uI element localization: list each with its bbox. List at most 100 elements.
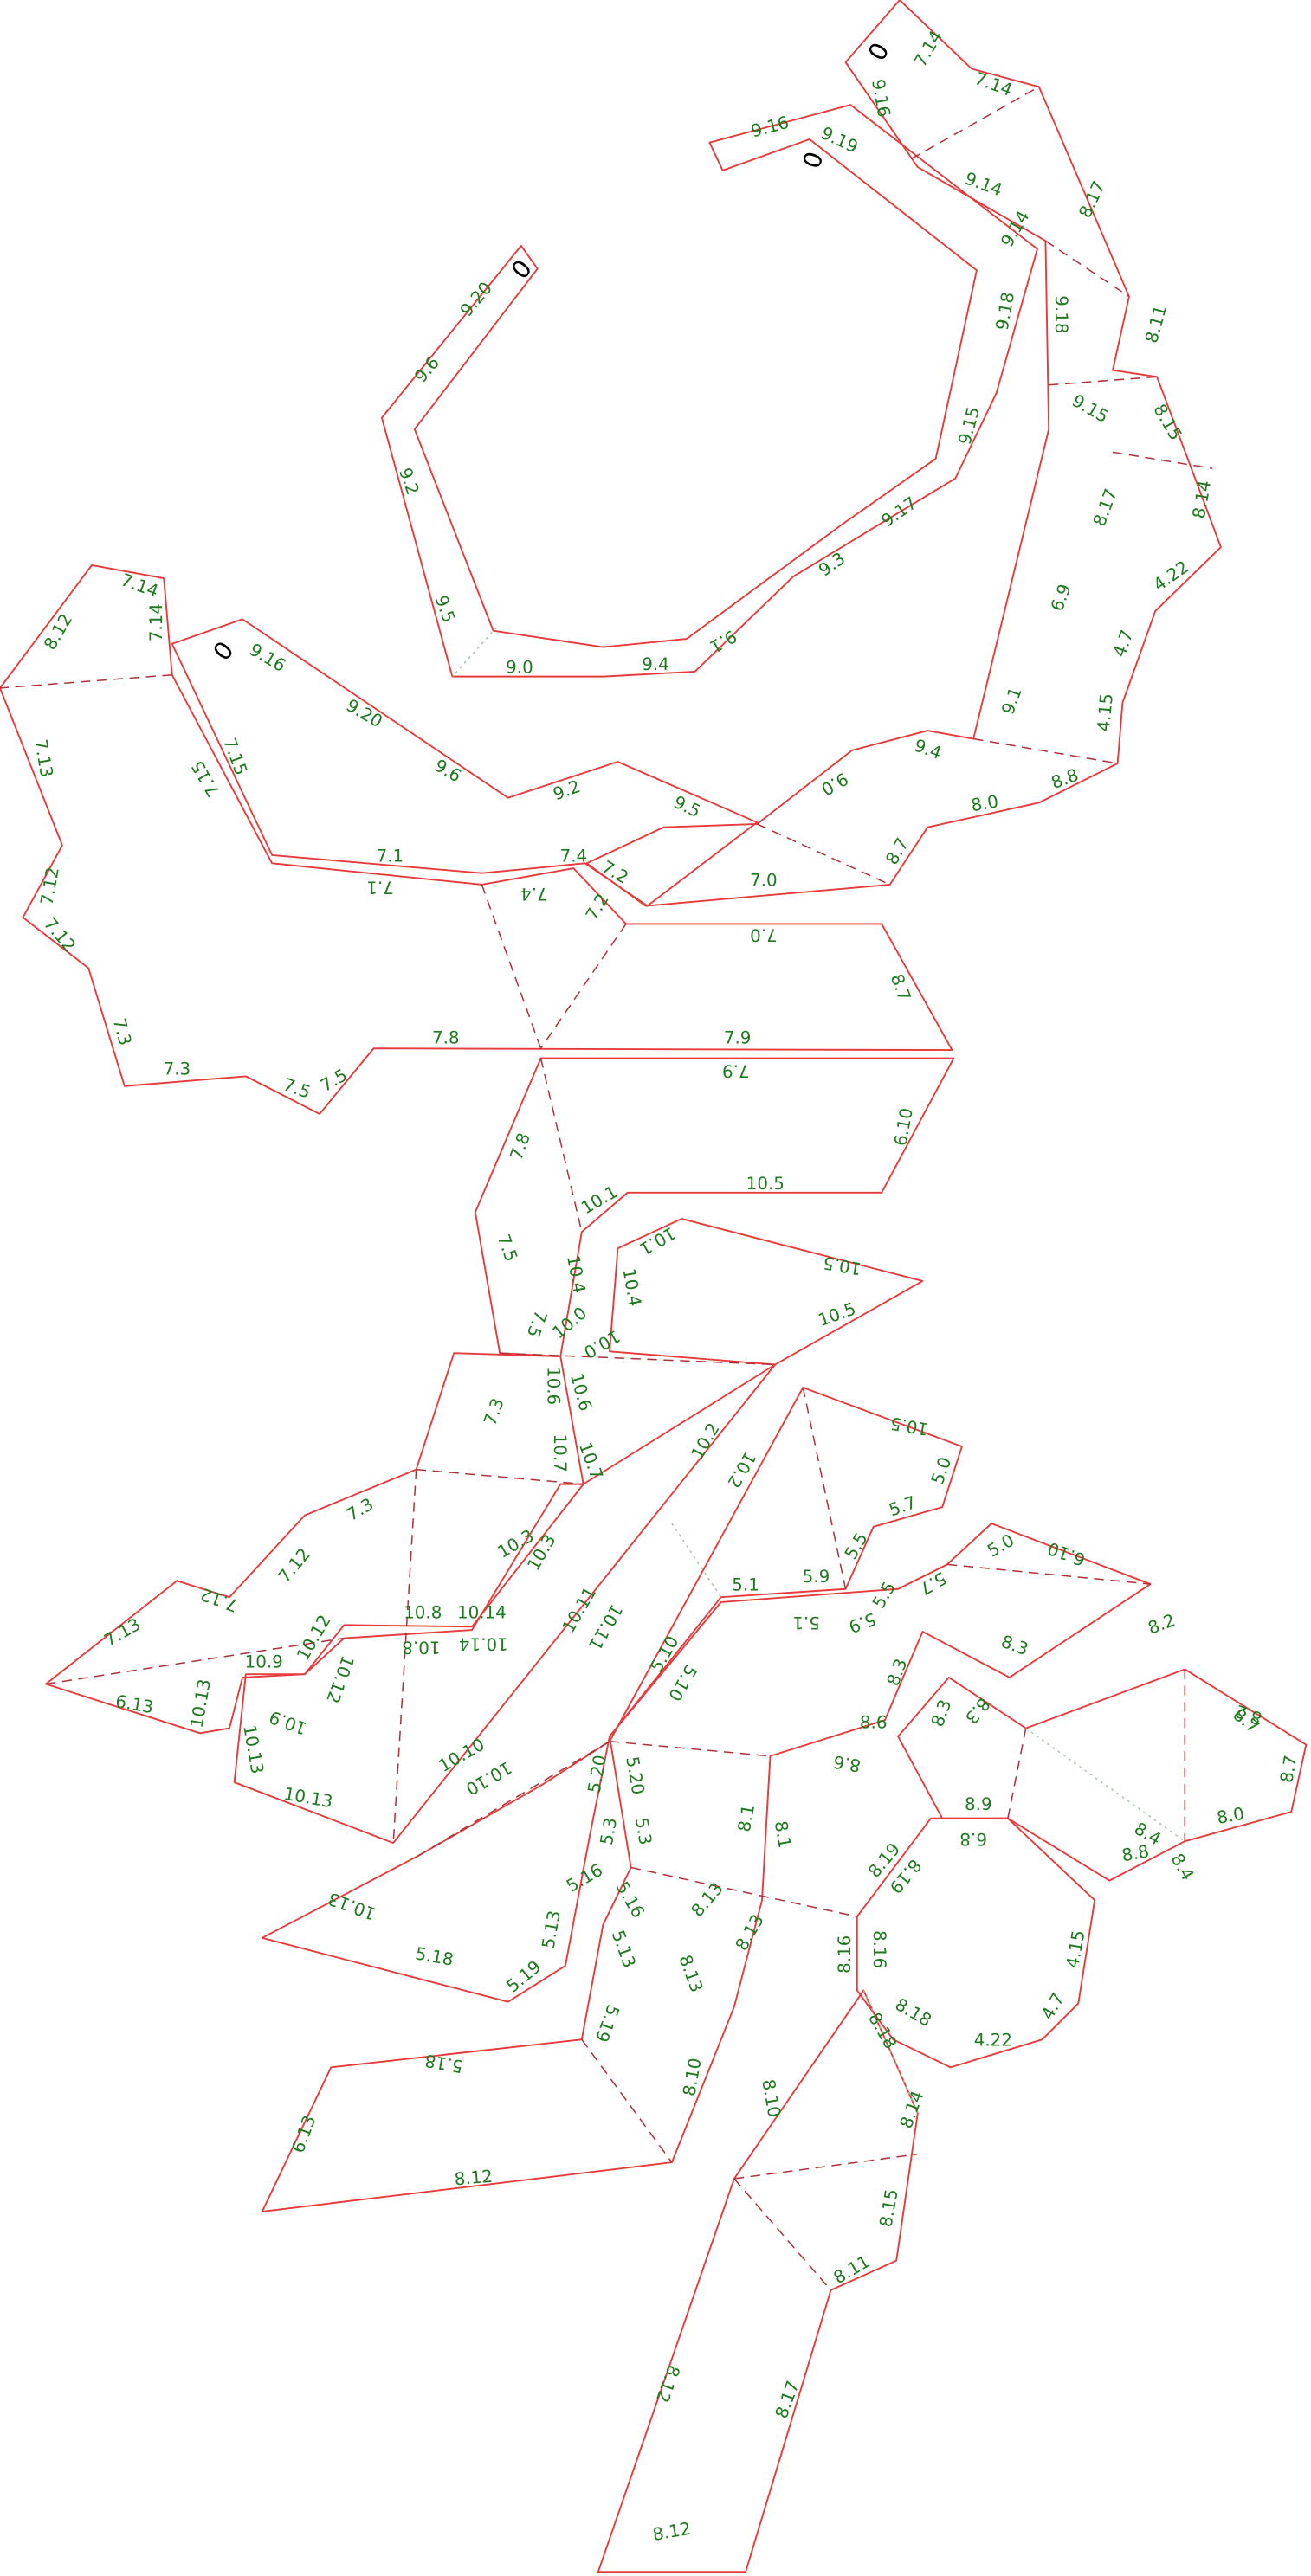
edge-label: 8.8 <box>1049 765 1082 793</box>
edge-label: 10.7 <box>550 1434 570 1472</box>
edge-label: 9.18 <box>1051 295 1071 333</box>
edge-label: 7.14 <box>910 27 946 70</box>
edge-label: 10.13 <box>326 1888 378 1923</box>
edge-label: 7.8 <box>432 1027 460 1047</box>
edge-label: 8.1 <box>734 1803 759 1833</box>
edge-label: 8.17 <box>1089 486 1121 529</box>
edge-label: 10.14 <box>459 1634 508 1654</box>
edge-label: 10.12 <box>322 1653 358 1706</box>
edge-label: 9.16 <box>868 78 894 119</box>
edge-label: 5.10 <box>664 1661 701 1704</box>
edge-label: 5.19 <box>591 2002 623 2045</box>
edge-label: 9.19 <box>817 123 861 158</box>
edge-label: 8.12 <box>651 2519 693 2545</box>
fold-line <box>1049 376 1158 386</box>
edge-label: 5.5 <box>869 1578 900 1612</box>
edge-label: 5.20 <box>622 1755 648 1797</box>
edge-label: 8.8 <box>1120 1841 1151 1865</box>
edge-label: 5.13 <box>539 1909 565 1950</box>
edge-label: 7.2 <box>598 857 632 888</box>
edge-label: 9.17 <box>878 493 920 531</box>
cut-outline <box>171 618 759 907</box>
edge-label: 10.10 <box>462 1757 515 1799</box>
fold-line <box>0 673 172 689</box>
edge-label: 7.3 <box>343 1494 377 1525</box>
edge-label: 8.3 <box>927 1697 955 1729</box>
fold-line <box>581 2038 673 2163</box>
edge-label: 8.10 <box>758 2077 784 2119</box>
edge-label: 8.13 <box>688 1878 727 1921</box>
cut-outline <box>474 1057 955 1357</box>
edge-label: 10.6 <box>543 1367 563 1405</box>
edge-label: 8.12 <box>40 610 76 654</box>
edge-label: 7.3 <box>109 1016 135 1047</box>
fold-line <box>416 1468 584 1485</box>
fold-line <box>1007 1728 1027 1819</box>
edge-label: 10.7 <box>575 1439 607 1482</box>
edge-label: 7.5 <box>317 1065 351 1096</box>
glue-tab-line <box>451 627 497 678</box>
fold-line <box>802 1387 847 1589</box>
fold-line <box>757 823 890 886</box>
edge-label: 5.1 <box>732 1575 759 1594</box>
cut-outline <box>261 1387 963 2003</box>
edge-label: 6.13 <box>288 2113 320 2155</box>
edge-label: 5.18 <box>423 2051 465 2077</box>
edge-label: 8.18 <box>864 2009 901 2052</box>
edge-label: 7.12 <box>198 1584 241 1616</box>
edge-label: 9.15 <box>1069 390 1112 427</box>
fold-line <box>630 1866 857 1917</box>
edge-label: 8.7 <box>1276 1754 1301 1784</box>
edge-label: 10.10 <box>436 1735 488 1776</box>
edge-label: 8.7 <box>882 834 913 868</box>
glue-tab-line <box>1025 1728 1185 1842</box>
edge-label: 4.22 <box>974 2031 1012 2051</box>
fold-line <box>392 1469 417 1844</box>
edge-label: 8.2 <box>1146 1610 1179 1638</box>
edge-label: 10.13 <box>187 1678 216 1729</box>
edge-label: 5.0 <box>984 1530 1017 1562</box>
piece-marker: 0 <box>506 254 538 285</box>
edge-label: 7.3 <box>164 1059 191 1079</box>
edge-label: 7.0 <box>750 924 778 944</box>
edge-label: 4.7 <box>1109 628 1137 660</box>
edge-label: 8.12 <box>454 2167 494 2190</box>
edge-label: 8.1 <box>771 1819 795 1850</box>
fold-line <box>481 884 542 1049</box>
edge-label: 7.5 <box>523 1308 551 1341</box>
edge-label: 9.5 <box>431 593 459 626</box>
edge-label: 5.3 <box>597 1816 621 1846</box>
edge-label: 7.5 <box>494 1232 521 1265</box>
edge-label: 10.5 <box>822 1253 863 1278</box>
edge-label: 7.1 <box>366 877 394 897</box>
edge-label: 5.20 <box>584 1754 610 1795</box>
edge-label: 9.6 <box>410 353 443 387</box>
edge-label: 7.1 <box>377 846 404 866</box>
edge-label: 7.5 <box>281 1074 313 1102</box>
edge-label: 10.12 <box>293 1612 334 1665</box>
edge-label: 8.13 <box>732 1911 768 1955</box>
piece-marker: 0 <box>862 38 895 66</box>
edge-label: 5.19 <box>503 1956 546 1996</box>
edge-label: 8.6 <box>832 1751 862 1775</box>
edge-label: 9.14 <box>997 208 1033 251</box>
edge-label: 6.9 <box>1047 582 1075 615</box>
fold-lines <box>0 86 1213 2291</box>
edge-label: 9.2 <box>551 776 584 804</box>
edge-label: 5.1 <box>792 1613 820 1633</box>
edge-label: 8.11 <box>1141 303 1171 345</box>
edge-label: 8.14 <box>896 2089 928 2131</box>
edge-label: 10.13 <box>282 1784 334 1813</box>
edge-label: 8.13 <box>675 1952 707 1994</box>
edge-label: 9.18 <box>992 291 1018 332</box>
edge-label: 10.4 <box>618 1267 644 1309</box>
edge-labels: 0 7.149.16 7.149.14 8.179.149.189.18 8.119.1… <box>30 27 1301 2545</box>
edge-label: 7.12 <box>274 1544 314 1587</box>
edge-label: 7.8 <box>507 1130 534 1163</box>
edge-label: 7.0 <box>750 871 778 891</box>
edge-label: 7.14 <box>118 570 160 602</box>
fold-line <box>417 1741 610 1857</box>
